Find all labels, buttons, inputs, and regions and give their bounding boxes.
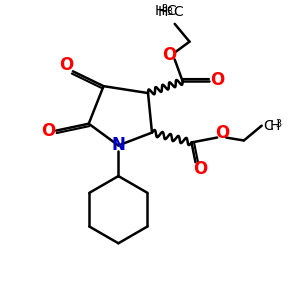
Text: 3: 3 — [167, 7, 173, 17]
Text: 3: 3 — [161, 4, 167, 14]
Text: N: N — [111, 136, 125, 154]
Text: H: H — [155, 4, 165, 18]
Text: O: O — [59, 56, 73, 74]
Text: C: C — [264, 119, 273, 133]
Text: H: H — [270, 119, 280, 133]
Text: O: O — [215, 124, 229, 142]
Text: O: O — [210, 71, 224, 89]
Text: H: H — [158, 5, 168, 19]
Text: 3: 3 — [275, 118, 282, 129]
Text: O: O — [162, 46, 176, 64]
Text: C: C — [166, 4, 175, 18]
Text: O: O — [41, 122, 55, 140]
Text: C: C — [173, 5, 182, 19]
Text: O: O — [193, 160, 208, 178]
